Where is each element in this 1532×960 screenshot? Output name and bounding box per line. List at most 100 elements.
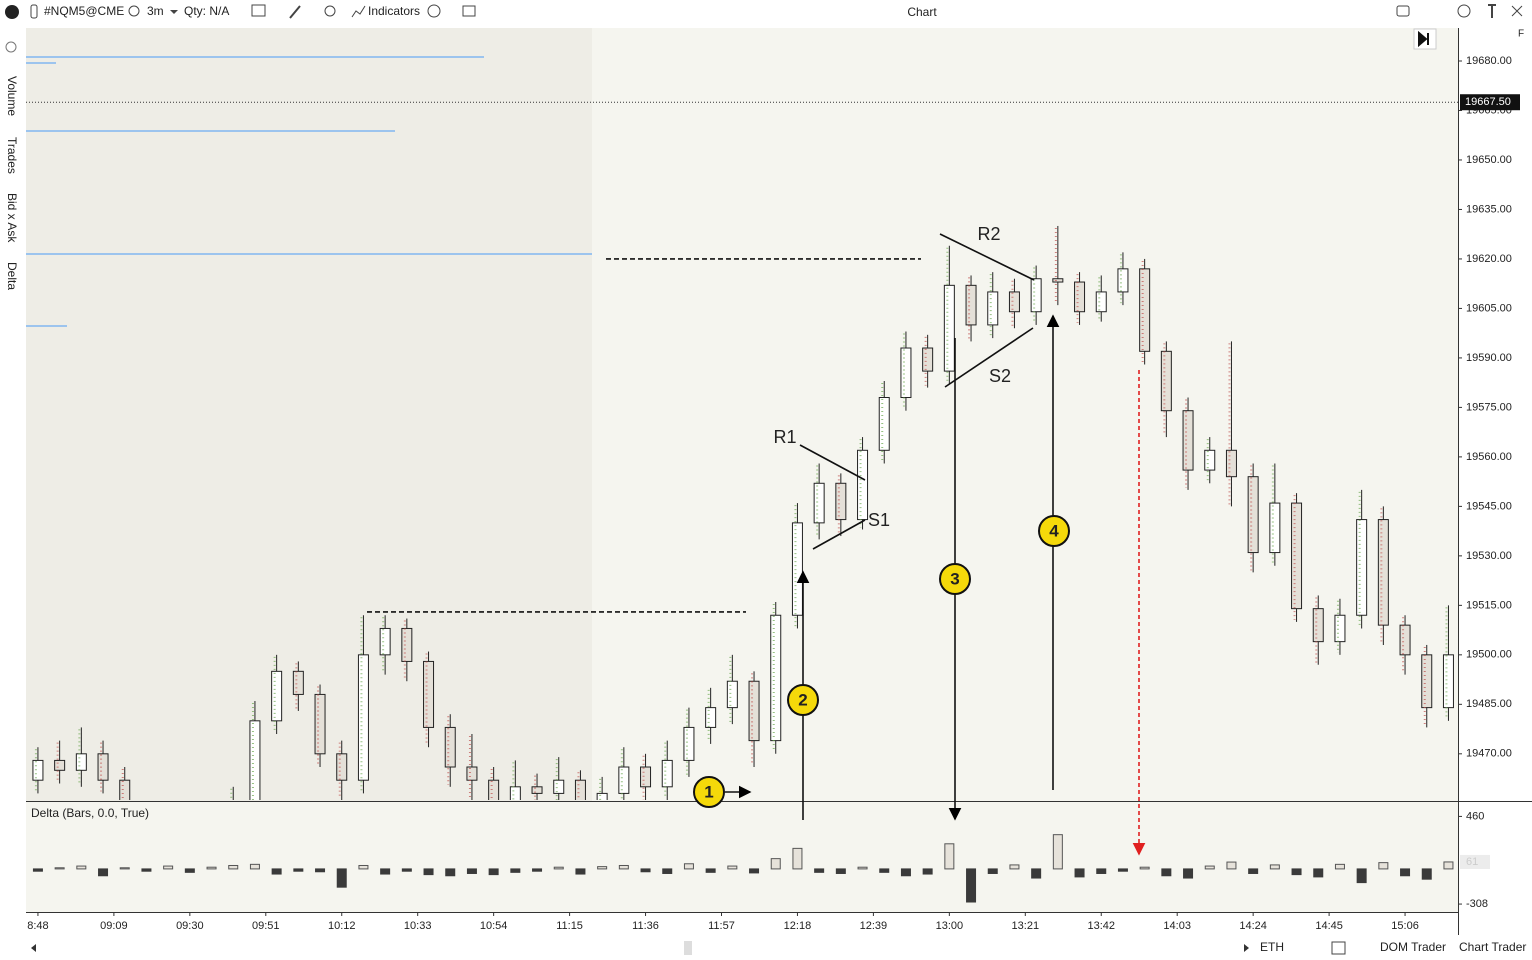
candle-body	[1225, 449, 1237, 478]
candle-body	[965, 284, 977, 326]
delta-bar	[727, 865, 738, 870]
candle-body	[987, 291, 999, 326]
candle-body	[75, 753, 87, 771]
icon[interactable]	[427, 4, 441, 18]
delta-bar	[1052, 834, 1063, 870]
delta-bar	[1400, 868, 1411, 877]
side-tab[interactable]: Bid x Ask	[5, 193, 19, 243]
y-tick-label: 19500.00	[1466, 649, 1512, 661]
icon[interactable]	[462, 5, 476, 17]
indicators[interactable]: Indicators	[368, 4, 420, 18]
icon[interactable]	[1396, 5, 1410, 17]
candle-body	[878, 397, 890, 451]
annotation: R1	[773, 427, 796, 447]
x-tick-label: 14:45	[1315, 920, 1343, 932]
candle-body	[1377, 519, 1389, 626]
candle-body	[618, 766, 630, 794]
toolbar	[0, 0, 1532, 25]
side-tab[interactable]: Delta	[5, 262, 19, 290]
icon[interactable]	[251, 4, 266, 17]
delta-bar	[857, 866, 868, 870]
last-value-label: 61	[1466, 856, 1478, 868]
y-tick-label: -308	[1466, 898, 1488, 910]
delta-bar	[814, 868, 825, 873]
candles	[32, 225, 1454, 800]
y-tick-label: 460	[1466, 810, 1484, 822]
session[interactable]: ETH	[1260, 940, 1284, 954]
delta-bar	[1356, 868, 1367, 884]
candle-body	[1269, 502, 1281, 554]
zoom-icon[interactable]	[324, 5, 336, 17]
delta-bar	[1074, 868, 1085, 878]
delta-bar	[792, 847, 803, 870]
scroll-right[interactable]	[1244, 944, 1249, 952]
marker-label: 1	[704, 782, 713, 801]
candle-body	[1052, 278, 1064, 283]
qty[interactable]: Qty: N/A	[184, 4, 229, 18]
delta-bar	[510, 868, 521, 873]
pin-icon[interactable]	[1488, 4, 1496, 18]
candle-body	[379, 627, 391, 656]
x-tick-label: 09:51	[252, 920, 280, 932]
x-tick-label: 09:09	[100, 920, 128, 932]
delta-bar	[315, 868, 326, 873]
f-button[interactable]: F	[1518, 29, 1524, 40]
annotations: R1 S1 R2 S2 1 2 3 4	[693, 224, 1070, 808]
window-title: Chart	[907, 5, 937, 19]
overlay	[26, 101, 1458, 613]
delta-bar	[966, 868, 977, 903]
candle-body	[1182, 410, 1194, 471]
candle-body	[292, 670, 304, 695]
y-tick-label: 19530.00	[1466, 550, 1512, 562]
search-icon[interactable]	[128, 5, 140, 17]
chart-trader[interactable]: Chart Trader	[1459, 940, 1526, 954]
x-tick-label: 8:48	[27, 920, 48, 932]
delta-bar	[1226, 861, 1237, 870]
delta-bar	[141, 868, 152, 872]
settings-icon[interactable]	[5, 41, 17, 53]
x-tick-label: 10:12	[328, 920, 356, 932]
side-tab[interactable]: Volume	[5, 76, 19, 116]
delta-bar	[228, 864, 239, 870]
calendar-icon[interactable]	[1331, 941, 1346, 955]
close-icon[interactable]	[1511, 5, 1523, 17]
candle-body	[1117, 268, 1129, 293]
candle-body	[922, 347, 934, 372]
y-tick-label: 19560.00	[1466, 451, 1512, 463]
annotation: S1	[868, 510, 890, 530]
delta-bar	[1248, 868, 1259, 874]
symbol[interactable]: #NQM5@CME	[44, 4, 124, 18]
delta-bar	[1269, 864, 1280, 870]
settings-icon[interactable]	[1457, 4, 1471, 18]
candle-body	[97, 753, 109, 781]
candle-body	[813, 482, 825, 524]
last-price-label: 19667.50	[1465, 96, 1511, 108]
x-tick-label: 13:00	[936, 920, 964, 932]
indicators-icon[interactable]	[351, 5, 366, 18]
scroll-left[interactable]	[31, 944, 36, 952]
candle-body	[249, 720, 261, 800]
x-tick-label: 12:18	[784, 920, 812, 932]
candle-body	[336, 753, 348, 781]
y-tick-label: 19545.00	[1466, 500, 1512, 512]
dom-trader[interactable]: DOM Trader	[1380, 940, 1446, 954]
y-tick-label: 19590.00	[1466, 352, 1512, 364]
candle-body	[509, 786, 521, 800]
delta-bar	[1204, 865, 1215, 870]
x-tick-label: 15:06	[1391, 920, 1419, 932]
delta-bar	[1313, 868, 1324, 878]
draw-icon[interactable]	[289, 5, 301, 19]
marker-circle	[693, 776, 725, 808]
delta-bar	[293, 868, 304, 872]
candle-body	[943, 284, 955, 372]
delta-area	[26, 802, 1458, 912]
scrollbar-thumb[interactable]	[684, 941, 692, 955]
timeframe[interactable]: 3m	[147, 4, 164, 18]
delta-bar	[1161, 868, 1172, 877]
candle-body	[32, 759, 44, 781]
side-tab[interactable]: Trades	[5, 137, 19, 174]
delta-bar	[76, 865, 87, 870]
candle-body	[531, 786, 543, 794]
delta-bar	[1096, 868, 1107, 874]
